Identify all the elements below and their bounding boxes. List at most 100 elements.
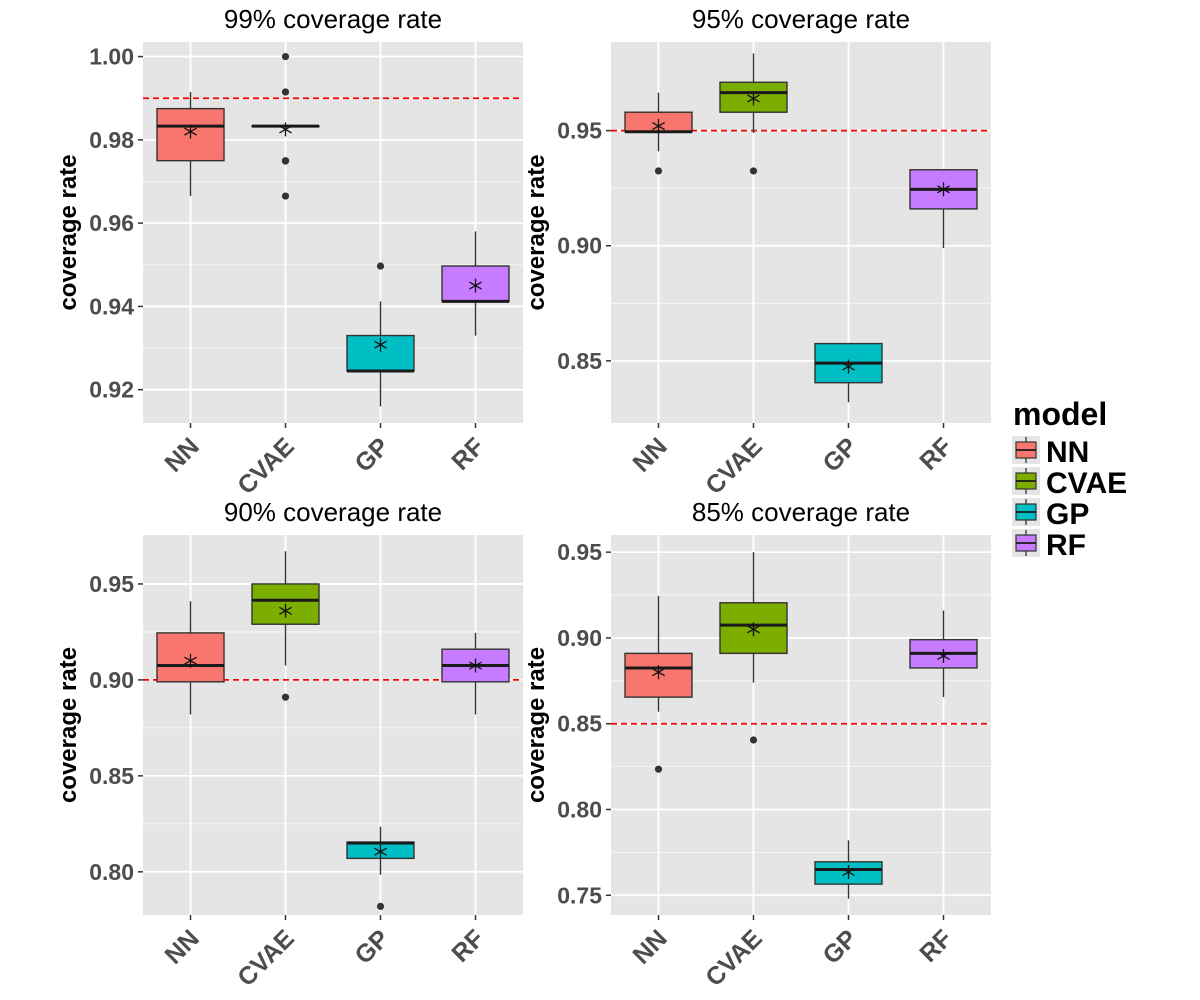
- box-gp: [346, 262, 415, 407]
- mean-marker-stroke: [747, 625, 760, 634]
- outlier-point: [281, 52, 290, 61]
- box-nn: [156, 601, 225, 715]
- legend-key-cvae: [1012, 467, 1040, 495]
- x-tick-label: NN: [627, 924, 672, 969]
- x-tick-label: RF: [446, 924, 489, 967]
- y-tick-label: 0.95: [557, 539, 602, 565]
- y-tick-label: 0.92: [89, 377, 134, 403]
- mean-marker-stroke: [469, 281, 482, 290]
- box-cvae: [719, 53, 788, 175]
- y-axis-label: coverage rate: [55, 154, 82, 310]
- panel-title: 90% coverage rate: [224, 497, 442, 527]
- mean-marker-stroke: [374, 340, 387, 349]
- box-rf: [909, 169, 978, 249]
- outlier-point: [654, 765, 663, 773]
- mean-marker: [469, 278, 482, 293]
- mean-marker-stroke: [184, 656, 197, 665]
- box-nn: [156, 91, 225, 197]
- mean-marker: [652, 119, 665, 134]
- mean-marker: [842, 359, 855, 374]
- chart-panels: 0.92 0.94 0.96 0.98 1.00 NN CVAE GP RF 99% covera…: [55, 4, 991, 992]
- mean-marker: [469, 658, 482, 673]
- box-gp: [814, 342, 883, 403]
- outlier-point: [281, 157, 290, 165]
- y-tick-label: 0.80: [89, 859, 134, 885]
- panel-title: 99% coverage rate: [224, 4, 442, 34]
- mean-marker: [374, 844, 387, 859]
- outlier-point: [654, 167, 663, 175]
- x-tick-label: NN: [627, 432, 672, 477]
- x-tick-label: NN: [159, 924, 204, 969]
- outlier-point: [749, 167, 758, 175]
- y-tick-label: 0.85: [89, 763, 134, 789]
- mean-marker: [937, 182, 950, 197]
- box-nn: [624, 595, 693, 773]
- panel-background: [143, 535, 523, 915]
- legend-label-nn: NN: [1046, 436, 1089, 469]
- mean-marker: [747, 622, 760, 637]
- mean-marker-stroke: [652, 668, 665, 677]
- y-tick-label: 0.80: [557, 796, 602, 822]
- mean-marker-stroke: [374, 847, 387, 856]
- x-tick-label: CVAE: [232, 432, 300, 500]
- legend-title: model: [1013, 396, 1107, 432]
- chart-panel-2: 0.85 0.90 0.95 NN CVAE GP RF 95% coverage rate c…: [523, 4, 991, 500]
- mean-marker-stroke: [937, 185, 950, 194]
- mean-marker: [652, 665, 665, 680]
- x-tick-label: GP: [349, 432, 394, 477]
- x-tick-label: RF: [446, 432, 489, 475]
- mean-marker-stroke: [279, 125, 292, 134]
- mean-marker-stroke: [937, 651, 950, 661]
- x-tick-label: NN: [159, 432, 204, 477]
- mean-marker-stroke: [469, 661, 482, 670]
- box-rf: [909, 610, 978, 698]
- mean-marker-stroke: [842, 868, 855, 877]
- mean-marker: [184, 124, 197, 139]
- y-axis-label: coverage rate: [523, 154, 550, 310]
- legend-label-gp: GP: [1046, 498, 1089, 531]
- mean-marker-stroke: [747, 94, 760, 103]
- mean-marker-stroke: [279, 606, 292, 615]
- outlier-point: [376, 902, 385, 910]
- outlier-point: [281, 192, 290, 200]
- y-axis-label: coverage rate: [523, 647, 550, 803]
- y-tick-label: 0.95: [557, 118, 602, 144]
- y-axis-label: coverage rate: [55, 647, 82, 803]
- y-tick-label: 0.75: [557, 882, 602, 908]
- x-tick-label: GP: [817, 432, 862, 477]
- panel-background: [143, 42, 523, 423]
- y-tick-label: 0.94: [89, 293, 134, 319]
- panel-title: 85% coverage rate: [692, 497, 910, 527]
- mean-marker: [374, 337, 387, 352]
- panel-background: [611, 535, 991, 915]
- outlier-point: [281, 88, 290, 96]
- chart-panel-3: 0.80 0.85 0.90 0.95 NN CVAE GP RF 90% coverage r…: [55, 497, 523, 992]
- legend-key-gp: [1012, 498, 1040, 526]
- legend-label-rf: RF: [1046, 529, 1086, 562]
- panel-title: 95% coverage rate: [692, 4, 910, 34]
- box-cvae: [251, 52, 320, 200]
- mean-marker: [937, 648, 950, 663]
- mean-marker: [747, 91, 760, 106]
- box-cvae: [719, 552, 788, 744]
- legend-label-cvae: CVAE: [1046, 467, 1127, 500]
- box-gp: [814, 840, 883, 899]
- mean-marker-stroke: [842, 362, 855, 371]
- y-tick-label: 0.85: [557, 711, 602, 737]
- y-tick-label: 0.85: [557, 348, 602, 374]
- outlier-point: [749, 736, 758, 744]
- mean-marker: [279, 122, 292, 137]
- legend-key-nn: [1012, 436, 1040, 464]
- mean-marker: [184, 653, 197, 668]
- x-tick-label: CVAE: [700, 432, 768, 500]
- y-tick-label: 1.00: [89, 44, 134, 70]
- legend-key-rf: [1012, 529, 1040, 557]
- box-rf: [441, 231, 510, 336]
- box-rf: [441, 632, 510, 715]
- outlier-point: [376, 262, 385, 270]
- y-tick-label: 0.90: [557, 625, 602, 651]
- y-tick-label: 0.95: [89, 571, 134, 597]
- y-tick-label: 0.96: [89, 210, 134, 236]
